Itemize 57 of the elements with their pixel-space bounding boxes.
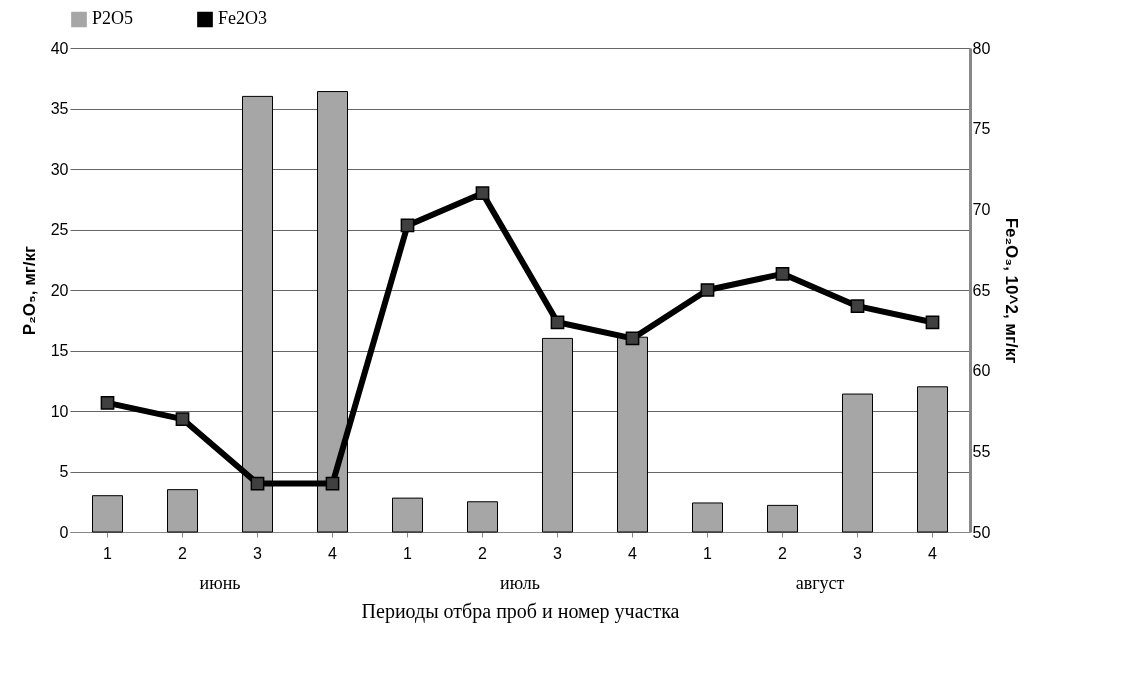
x-axis-title: Периоды отбра проб и номер участка — [361, 599, 680, 623]
point — [400, 218, 415, 233]
point — [550, 315, 565, 330]
x-tick-label: 3 — [853, 544, 863, 562]
point — [925, 315, 940, 330]
bar — [167, 489, 198, 533]
bar — [917, 386, 948, 533]
y-axis-title: P₂O₅, мг/кг — [19, 245, 39, 336]
bar — [542, 337, 573, 533]
text: август — [795, 573, 845, 593]
x-tick-label: 1 — [703, 544, 713, 562]
y-tick-label: 10 — [50, 402, 69, 420]
point — [175, 412, 190, 426]
x-tick-label: 2 — [778, 544, 788, 562]
point — [325, 476, 340, 491]
y-tick-label: 25 — [50, 221, 69, 238]
bar — [767, 504, 798, 533]
y2-axis-title: Fe₂O₃, 10^2, мг/кг — [1002, 217, 1022, 364]
point — [775, 266, 790, 281]
x-tick-label: 3 — [253, 544, 263, 562]
x-tick-label: 4 — [628, 544, 638, 562]
x-tick-label: 3 — [553, 544, 563, 562]
x-tick-label: 4 — [928, 544, 938, 562]
y-tick-label: 5 — [59, 463, 69, 480]
y2-tick-label: 70 — [972, 200, 991, 218]
x-tick-label: 2 — [478, 544, 488, 562]
x-tick-label: 4 — [328, 544, 338, 562]
y-tick-label: 20 — [50, 281, 69, 299]
y2-tick-label: 60 — [972, 362, 991, 380]
point — [475, 186, 490, 201]
bar — [392, 497, 423, 533]
point — [100, 396, 115, 410]
y-tick-label: 30 — [50, 160, 69, 178]
y2-tick-label: 80 — [972, 39, 991, 57]
x-tick-label: 1 — [403, 544, 413, 562]
y-tick-label: 35 — [50, 100, 69, 117]
y2-tick-label: 65 — [972, 281, 991, 299]
bar — [467, 501, 498, 533]
y2-tick-label: 75 — [972, 120, 991, 138]
y-tick-label: 40 — [50, 39, 69, 57]
point — [850, 299, 865, 314]
bar — [692, 502, 723, 533]
text: июнь — [199, 573, 241, 593]
y2-tick-label: 55 — [972, 442, 991, 460]
bar — [842, 393, 873, 533]
point — [250, 476, 265, 491]
bar — [92, 495, 123, 533]
legend-label: Fe2O3 — [218, 8, 267, 29]
y-tick-label: 15 — [50, 342, 69, 359]
y-tick-label: 0 — [59, 523, 69, 541]
x-tick-label: 1 — [103, 544, 113, 562]
text: июль — [500, 573, 540, 593]
point — [625, 331, 640, 346]
point — [700, 283, 715, 297]
y2-tick-label: 50 — [972, 523, 991, 541]
legend-label: P2O5 — [92, 8, 134, 29]
x-tick-label: 2 — [178, 544, 188, 562]
